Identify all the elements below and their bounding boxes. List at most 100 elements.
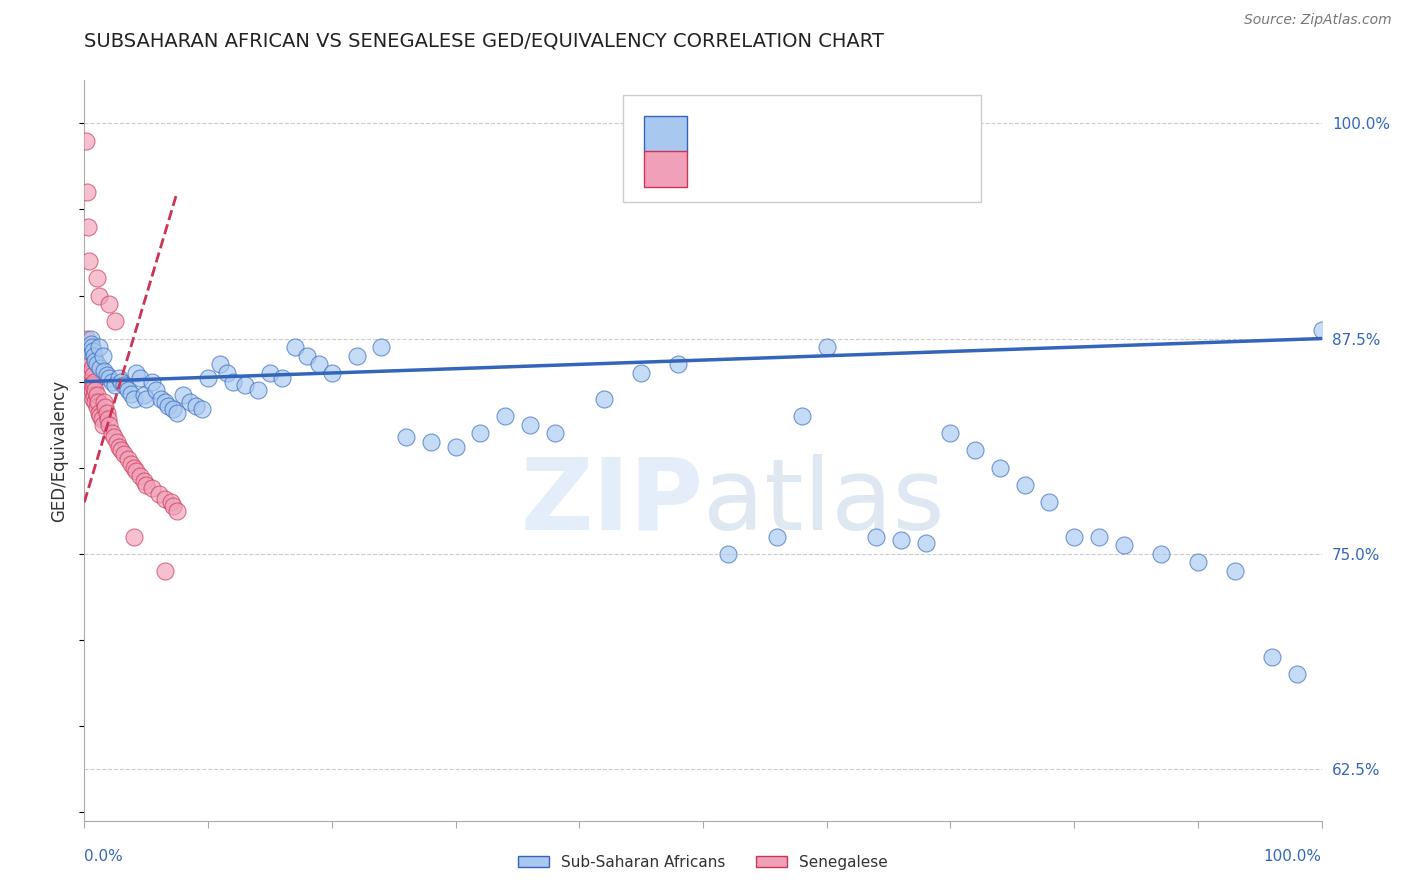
Point — [84, 354, 107, 368]
Point — [1285, 667, 1308, 681]
Point — [105, 434, 128, 449]
Text: ZIP: ZIP — [520, 454, 703, 550]
Point — [470, 426, 492, 441]
Point — [86, 357, 108, 371]
Point — [209, 357, 232, 371]
Point — [370, 340, 392, 354]
Point — [1014, 478, 1036, 492]
Point — [1150, 547, 1173, 561]
Point — [284, 340, 307, 354]
Point — [395, 430, 418, 444]
Point — [83, 349, 105, 363]
Point — [108, 440, 131, 454]
Point — [82, 392, 104, 406]
Point — [80, 340, 103, 354]
Point — [100, 426, 122, 441]
Point — [890, 533, 912, 547]
Point — [80, 383, 103, 397]
Point — [1261, 650, 1284, 665]
Point — [98, 297, 121, 311]
Point — [86, 401, 108, 415]
Point — [103, 430, 125, 444]
Point — [104, 378, 127, 392]
Point — [75, 340, 97, 354]
Point — [82, 378, 104, 392]
Point — [90, 412, 112, 426]
Point — [166, 504, 188, 518]
Y-axis label: GED/Equivalency: GED/Equivalency — [51, 379, 69, 522]
Point — [1223, 564, 1246, 578]
Point — [79, 357, 101, 371]
Point — [197, 371, 219, 385]
Point — [122, 460, 145, 475]
Text: SUBSAHARAN AFRICAN VS SENEGALESE GED/EQUIVALENCY CORRELATION CHART: SUBSAHARAN AFRICAN VS SENEGALESE GED/EQU… — [84, 31, 884, 50]
Point — [172, 388, 194, 402]
Point — [135, 392, 157, 406]
Point — [79, 332, 101, 346]
Point — [184, 399, 207, 413]
Point — [94, 401, 117, 415]
Text: N = 54: N = 54 — [821, 160, 889, 178]
Point — [79, 378, 101, 392]
Point — [444, 440, 467, 454]
Point — [117, 383, 139, 397]
Point — [988, 460, 1011, 475]
Point — [1187, 555, 1209, 569]
Point — [939, 426, 962, 441]
Text: 0.0%: 0.0% — [84, 849, 124, 864]
Point — [77, 366, 100, 380]
Point — [75, 134, 97, 148]
Text: R = 0.367: R = 0.367 — [703, 160, 793, 178]
Point — [87, 395, 110, 409]
Point — [162, 499, 184, 513]
Point — [89, 360, 111, 375]
Point — [75, 366, 97, 380]
Point — [110, 443, 132, 458]
Point — [93, 395, 115, 409]
Point — [132, 475, 155, 489]
Text: Source: ZipAtlas.com: Source: ZipAtlas.com — [1244, 13, 1392, 28]
Point — [129, 469, 152, 483]
Text: N = 83: N = 83 — [821, 125, 889, 143]
Point — [110, 375, 132, 389]
Text: 100.0%: 100.0% — [1264, 849, 1322, 864]
Point — [79, 336, 101, 351]
Point — [93, 364, 115, 378]
Point — [666, 357, 689, 371]
Point — [965, 443, 987, 458]
Point — [191, 402, 214, 417]
Point — [96, 406, 118, 420]
Point — [717, 547, 740, 561]
Point — [125, 464, 148, 478]
Point — [77, 340, 100, 354]
Point — [112, 378, 135, 392]
Point — [593, 392, 616, 406]
Point — [129, 371, 152, 385]
Point — [83, 375, 105, 389]
Point — [91, 349, 114, 363]
Point — [160, 495, 183, 509]
Point — [215, 366, 238, 380]
Point — [76, 349, 98, 363]
Point — [153, 395, 176, 409]
Point — [246, 383, 269, 397]
Point — [82, 343, 104, 358]
Point — [233, 378, 256, 392]
Point — [89, 340, 111, 354]
Point — [1063, 530, 1085, 544]
Point — [79, 343, 101, 358]
Point — [112, 447, 135, 461]
Legend: Sub-Saharan Africans, Senegalese: Sub-Saharan Africans, Senegalese — [512, 848, 894, 876]
Point — [98, 371, 121, 385]
Point — [80, 360, 103, 375]
Point — [914, 536, 936, 550]
Point — [91, 417, 114, 432]
Point — [766, 530, 789, 544]
Point — [321, 366, 343, 380]
Point — [865, 530, 887, 544]
Point — [308, 357, 330, 371]
Point — [89, 288, 111, 302]
Text: atlas: atlas — [703, 454, 945, 550]
Point — [117, 452, 139, 467]
Point — [100, 375, 122, 389]
